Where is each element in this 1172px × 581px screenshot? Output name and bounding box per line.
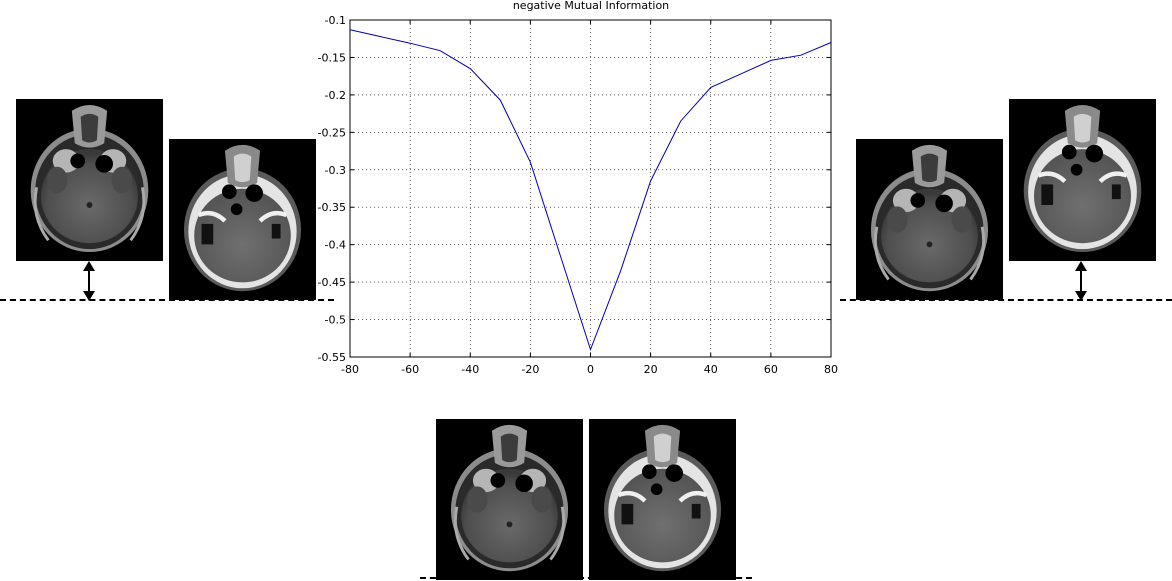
baseline-right <box>840 299 1172 301</box>
double-arrow-icon <box>81 261 97 301</box>
ct-scan-left <box>169 139 316 300</box>
x-tick-label: 20 <box>644 363 658 376</box>
y-tick-label: -0.25 <box>318 126 346 139</box>
mri-scan-center <box>436 419 583 580</box>
x-tick-label: -40 <box>461 363 479 376</box>
y-tick-labels: -0.1 -0.15 -0.2 -0.25 -0.3 -0.35 -0.4 -0.45 -0.5… <box>318 14 346 364</box>
y-tick-label: -0.55 <box>318 351 346 364</box>
x-tick-label: -20 <box>521 363 539 376</box>
baseline-left <box>0 299 334 301</box>
x-tick-label: 60 <box>764 363 778 376</box>
x-tick-label: 0 <box>587 363 594 376</box>
y-tick-label: -0.3 <box>325 164 346 177</box>
ct-scan-right <box>1009 99 1156 261</box>
y-tick-label: -0.5 <box>325 314 346 327</box>
double-arrow-icon <box>1073 261 1089 301</box>
chart-ticks <box>349 19 832 358</box>
x-tick-label: -60 <box>401 363 419 376</box>
chart-grid <box>350 20 831 357</box>
x-tick-label: 40 <box>704 363 718 376</box>
x-tick-label: 80 <box>824 363 838 376</box>
chart-title: negative Mutual Information <box>513 0 669 12</box>
mutual-information-chart: negative Mutual Information -80 -60 -40 -20… <box>318 0 838 376</box>
y-tick-label: -0.45 <box>318 276 346 289</box>
y-tick-label: -0.4 <box>325 239 346 252</box>
x-tick-label: -80 <box>341 363 359 376</box>
ct-scan-center <box>589 419 736 580</box>
mri-scan-right <box>856 139 1003 300</box>
x-tick-labels: -80 -60 -40 -20 0 20 40 60 80 <box>341 363 838 376</box>
mri-scan-left <box>16 99 163 261</box>
y-tick-label: -0.2 <box>325 89 346 102</box>
baseline-center <box>420 577 752 579</box>
y-tick-label: -0.35 <box>318 201 346 214</box>
y-tick-label: -0.1 <box>325 14 346 27</box>
y-tick-label: -0.15 <box>318 51 346 64</box>
series-line <box>349 29 832 352</box>
